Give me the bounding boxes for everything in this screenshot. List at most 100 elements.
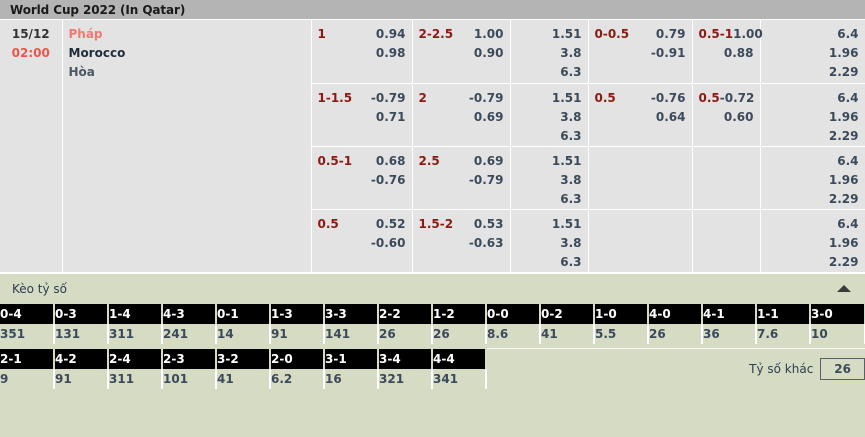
score-label[interactable]: 0-2 [540, 303, 595, 324]
1x2-home-odd: 1.51 [551, 153, 582, 168]
score-odd[interactable]: 351 [0, 323, 55, 344]
score-odd[interactable]: 14 [216, 323, 271, 344]
score-label[interactable]: 3-4 [378, 348, 433, 369]
over-under-cell[interactable]: 2 -0.79 0.69 [412, 83, 511, 147]
score-label[interactable]: 2-2 [378, 303, 433, 324]
score-label[interactable]: 0-4 [0, 303, 55, 324]
one-x-two-cell[interactable]: 1.51 3.8 6.3 [510, 209, 589, 273]
one-x-two-cell[interactable]: 1.51 3.8 6.3 [510, 20, 589, 84]
score-odd[interactable]: 131 [54, 323, 109, 344]
score-odd[interactable]: 9 [0, 368, 55, 389]
one-x-two-cell[interactable]: 1.51 3.8 6.3 [510, 83, 589, 147]
score-label[interactable]: 4-2 [54, 348, 109, 369]
score-odd[interactable]: 101 [162, 368, 217, 389]
score-grid-spacer [0, 343, 865, 349]
ou-over-odd: 0.53 [473, 216, 504, 231]
score-odd[interactable]: 26 [378, 323, 433, 344]
ou-line: 2-2.5 [418, 27, 454, 41]
score-odd[interactable]: 5.5 [594, 323, 649, 344]
asian-handicap-cell[interactable]: 1 0.94 0.98 [311, 20, 413, 84]
corner-one-x-two-cell[interactable]: 6.4 1.96 2.29 [760, 209, 865, 273]
score-odd[interactable]: 26 [432, 323, 487, 344]
score-odd[interactable]: 7.6 [756, 323, 811, 344]
match-teams-cell[interactable]: Pháp Morocco Hòa [62, 20, 312, 273]
triangle-up-icon[interactable] [837, 284, 851, 292]
odds-table-body: 15/12 02:00 Pháp Morocco Hòa 1 [0, 20, 865, 273]
score-odd[interactable]: 10 [810, 323, 865, 344]
score-header-row-2: 2-1 4-2 2-4 2-3 3-2 2-0 3-1 3-4 4-4 Tỷ s… [0, 348, 865, 389]
asian-handicap-cell[interactable]: 0.5 0.52 -0.60 [311, 209, 413, 273]
score-odd[interactable]: 91 [54, 368, 109, 389]
corner-one-x-two-cell[interactable]: 6.4 1.96 2.29 [760, 83, 865, 147]
asian-home-odd: 0.52 [375, 216, 406, 231]
asian-handicap-cell[interactable]: 1-1.5 -0.79 0.71 [311, 83, 413, 147]
one-x-two-cell[interactable]: 1.51 3.8 6.3 [510, 146, 589, 210]
score-odd[interactable]: 141 [324, 323, 379, 344]
1x2-home-odd: 1.51 [551, 27, 582, 41]
score-odd[interactable]: 41 [540, 323, 595, 344]
score-label[interactable]: 4-1 [702, 303, 757, 324]
corner-over-under-cell[interactable]: 0.5 -0.72 0.60 [692, 83, 761, 147]
odds-row: 15/12 02:00 Pháp Morocco Hòa 1 [0, 20, 865, 273]
score-odd[interactable]: 36 [702, 323, 757, 344]
corner-over-under-cell[interactable] [692, 146, 761, 210]
score-label[interactable]: 3-0 [810, 303, 865, 324]
asian-handicap-cell[interactable]: 0.5-1 0.68 -0.76 [311, 146, 413, 210]
score-label[interactable]: 0-3 [54, 303, 109, 324]
corner-1x2-home-odd: 6.4 [837, 216, 859, 231]
score-odd[interactable]: 321 [378, 368, 433, 389]
score-label[interactable]: 4-4 [432, 348, 487, 369]
corner-asian-handicap-cell[interactable]: 0-0.5 0.79 -0.91 [588, 20, 693, 84]
score-label[interactable]: 1-4 [108, 303, 163, 324]
score-label[interactable]: 2-3 [162, 348, 217, 369]
draw-label: Hòa [68, 65, 95, 79]
score-odd[interactable]: 6.2 [270, 368, 325, 389]
corner-one-x-two-cell[interactable]: 6.4 1.96 2.29 [760, 20, 865, 84]
score-label[interactable]: 0-1 [216, 303, 271, 324]
corner-ou-over-odd: 1.00 [733, 27, 763, 41]
score-label[interactable]: 1-3 [270, 303, 325, 324]
1x2-draw-odd: 3.8 [560, 235, 582, 250]
over-under-cell[interactable]: 2.5 0.69 -0.79 [412, 146, 511, 210]
score-label[interactable]: 1-0 [594, 303, 649, 324]
score-label[interactable]: 1-2 [432, 303, 487, 324]
score-label[interactable]: 3-3 [324, 303, 379, 324]
odds-row: 0.5-1 0.68 -0.76 2.5 0.69 [0, 146, 865, 210]
score-odd[interactable]: 91 [270, 323, 325, 344]
score-label[interactable]: 2-1 [0, 348, 55, 369]
corner-over-under-cell[interactable] [692, 209, 761, 273]
score-odd[interactable]: 16 [324, 368, 379, 389]
other-score-odd[interactable]: 26 [820, 357, 865, 380]
score-odd[interactable]: 41 [216, 368, 271, 389]
corner-one-x-two-cell[interactable]: 6.4 1.96 2.29 [760, 146, 865, 210]
score-label[interactable]: 3-1 [324, 348, 379, 369]
score-odd[interactable]: 241 [162, 323, 217, 344]
asian-home-odd: -0.79 [370, 90, 406, 105]
score-label[interactable]: 4-0 [648, 303, 703, 324]
asian-home-odd: 0.94 [375, 27, 406, 41]
score-label[interactable]: 3-2 [216, 348, 271, 369]
score-label[interactable]: 4-3 [162, 303, 217, 324]
score-odds-row-2: 9 91 311 101 41 6.2 16 321 341 [0, 368, 865, 389]
corner-asian-handicap-cell[interactable] [588, 209, 693, 273]
score-label[interactable]: 2-4 [108, 348, 163, 369]
over-under-cell[interactable]: 1.5-2 0.53 -0.63 [412, 209, 511, 273]
score-odd[interactable]: 311 [108, 323, 163, 344]
1x2-draw-odd: 3.8 [560, 172, 582, 187]
league-title: World Cup 2022 (In Qatar) [10, 2, 186, 17]
score-odd[interactable]: 8.6 [486, 323, 541, 344]
1x2-home-odd: 1.51 [551, 216, 582, 231]
score-odd[interactable]: 311 [108, 368, 163, 389]
corner-asian-handicap-cell[interactable] [588, 146, 693, 210]
score-label[interactable]: 2-0 [270, 348, 325, 369]
corner-asian-handicap-cell[interactable]: 0.5 -0.76 0.64 [588, 83, 693, 147]
correct-score-header[interactable]: Kèo tỷ số [0, 274, 865, 304]
score-odd[interactable]: 26 [648, 323, 703, 344]
score-label[interactable]: 0-0 [486, 303, 541, 324]
score-label[interactable]: 1-1 [756, 303, 811, 324]
score-odd[interactable]: 341 [432, 368, 487, 389]
correct-score-grid: 0-4 0-3 1-4 4-3 0-1 1-3 3-3 2-2 1-2 0-0 … [0, 303, 865, 389]
over-under-cell[interactable]: 2-2.5 1.00 0.90 [412, 20, 511, 84]
corner-over-under-cell[interactable]: 0.5-1 1.00 0.88 [692, 20, 763, 84]
